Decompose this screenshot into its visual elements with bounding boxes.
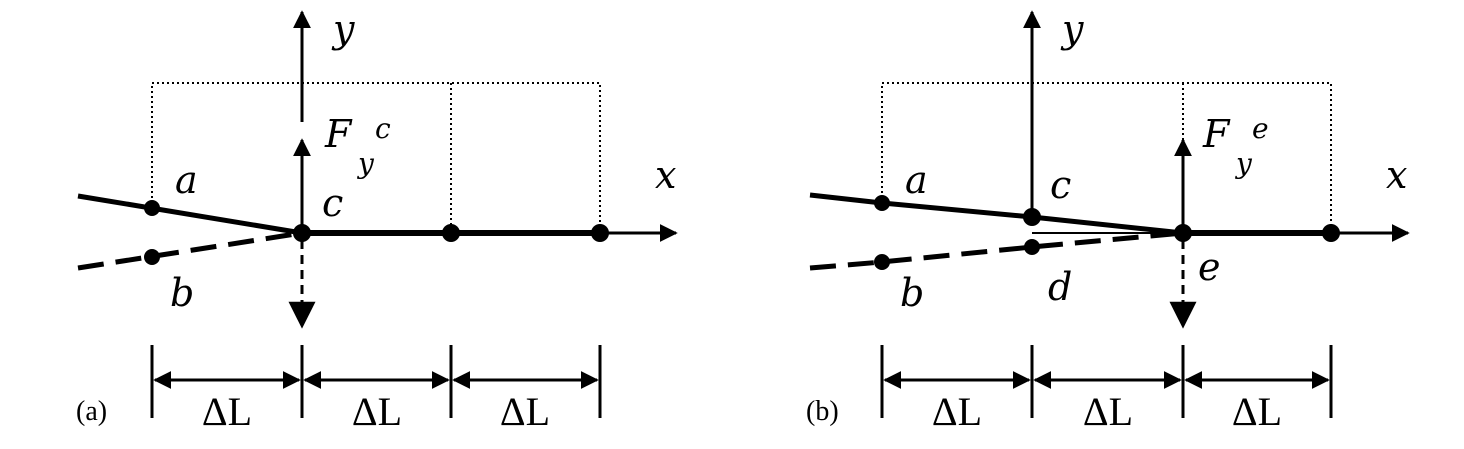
node-a-dot [874,195,890,211]
dimension-label-2: ΔL [352,389,402,434]
deflected-beam [77,193,303,236]
node-a-label: a [175,158,198,202]
force-label-main: F [324,112,353,156]
force-label: F [1202,112,1231,156]
panel-b: y x F y e a b c d e [806,7,1410,434]
node-a-dot [144,200,160,216]
node-c-dot [293,224,311,242]
node-b-dot [874,254,890,270]
node-e-dot [1174,224,1192,242]
panel-b-label: (b) [806,396,839,427]
dimension-label-3: ΔL [500,389,550,434]
dashed-beam [77,230,303,271]
force-label-superscript: c [375,112,391,145]
node-b-label: b [170,271,194,315]
force-label-subscript: y [356,147,375,180]
panel-a-label: (a) [76,396,107,427]
node-d-dot [1024,239,1040,255]
node-e-label: e [1198,245,1221,289]
dotted-element-outline [881,82,1332,232]
node-b-dot [144,249,160,265]
dimension-label-2: ΔL [1083,389,1133,434]
node-c-label: c [322,181,343,225]
node-d-label: d [1048,265,1072,309]
deflected-beam [809,192,1184,236]
x-axis-label: x [1386,153,1407,197]
dotted-element-outline [151,82,601,232]
force-label-subscript: y [1234,147,1253,180]
node-c-dot [1023,208,1041,226]
y-axis-label: y [1060,7,1084,51]
force-label: F [324,112,353,156]
dimension-label-3: ΔL [1232,389,1282,434]
y-axis-label: y [331,7,355,51]
node-a-label: a [905,158,928,202]
dimension-label-1: ΔL [202,389,252,434]
force-label-main: F [1202,112,1231,156]
node-b-label: b [900,271,924,315]
force-label-superscript: e [1252,112,1269,145]
panel-a: y x F y c a b c [76,7,678,434]
node-dot [442,224,460,242]
x-axis-label: x [655,153,676,197]
dimension-label-1: ΔL [932,389,982,434]
dashed-beam [809,230,1184,271]
node-dot [591,224,609,242]
node-dot [1322,224,1340,242]
node-c-label: c [1050,163,1071,207]
